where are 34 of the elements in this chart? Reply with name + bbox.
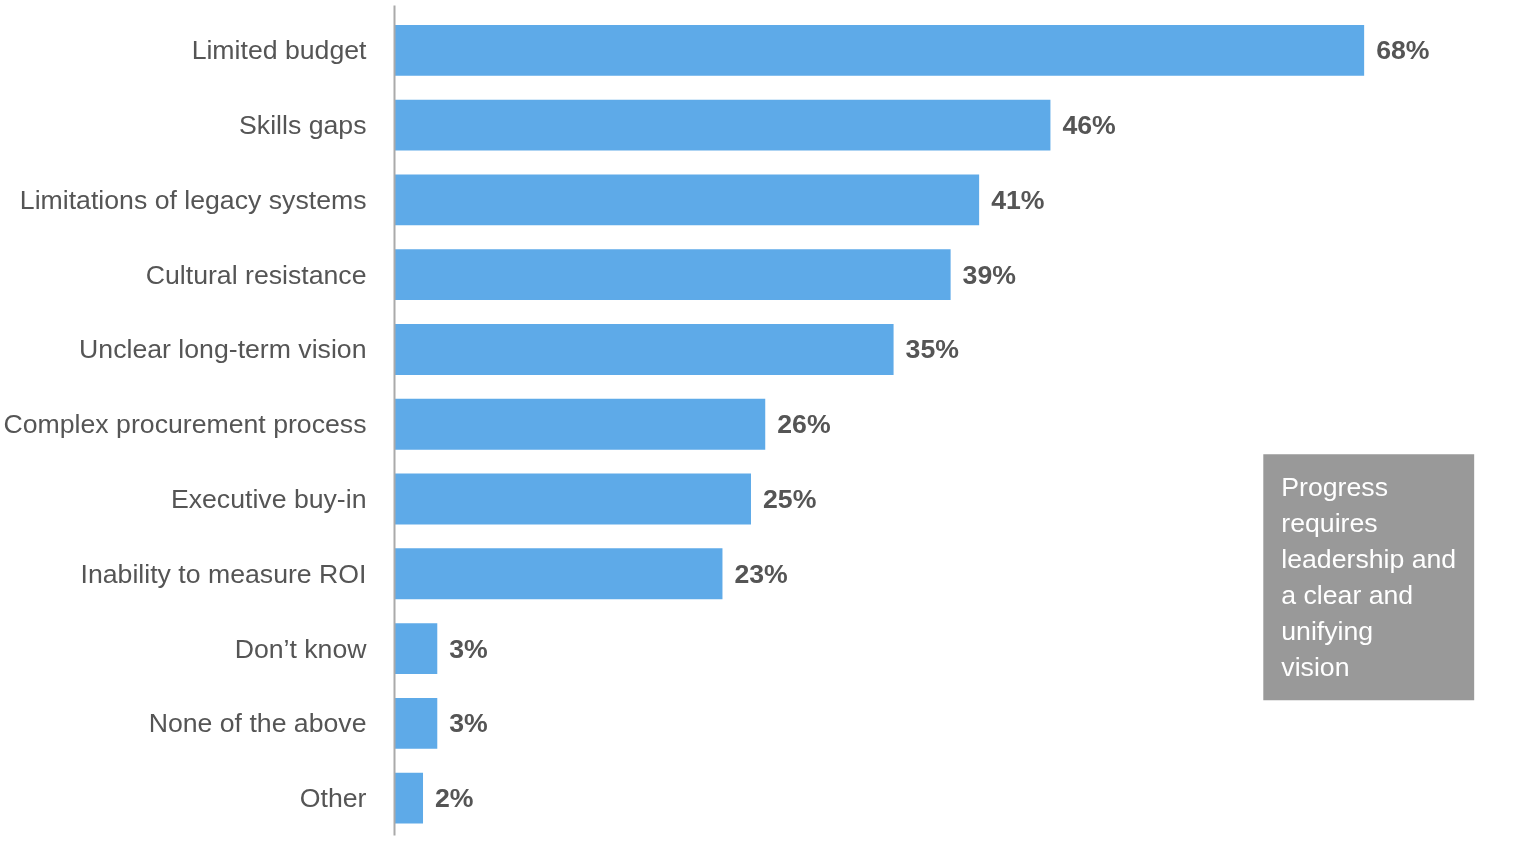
bar (394, 174, 980, 226)
y-tick-label: Don’t know (234, 633, 368, 664)
y-tick-label: Cultural resistance (145, 259, 367, 290)
bar (394, 623, 438, 674)
data-label: 3% (449, 633, 488, 664)
data-label: 68% (1376, 35, 1430, 66)
bar (394, 398, 766, 450)
bar (394, 473, 751, 525)
y-tick-label: None of the above (148, 708, 367, 739)
y-tick-label: Limited budget (191, 35, 368, 66)
y-tick-label: Limitations of legacy systems (19, 184, 367, 215)
data-label: 25% (762, 484, 817, 515)
bar (394, 249, 951, 301)
bar (394, 772, 424, 824)
data-label: 2% (435, 783, 474, 814)
bar (394, 697, 438, 749)
data-label: 41% (991, 184, 1045, 215)
data-label: 46% (1062, 110, 1116, 141)
data-label: 39% (962, 259, 1016, 290)
data-label: 26% (777, 409, 831, 440)
data-label: 23% (734, 558, 788, 589)
bar (394, 324, 894, 375)
bar (394, 24, 1365, 76)
y-tick-label: Unclear long-term vision (79, 334, 367, 365)
data-label: 3% (449, 708, 488, 739)
data-label: 35% (905, 334, 959, 365)
annotation: Progress requires leadership and a clear and unifying vision (1281, 472, 1457, 683)
y-tick-label: Other (299, 783, 367, 814)
y-tick-label: Skills gaps (239, 110, 367, 141)
bar (394, 548, 723, 600)
y-tick-label: Complex procurement process (3, 409, 367, 440)
y-tick-label: Executive buy-in (170, 484, 367, 515)
y-tick-label: Inability to measure ROI (80, 558, 367, 589)
bar (394, 99, 1051, 151)
